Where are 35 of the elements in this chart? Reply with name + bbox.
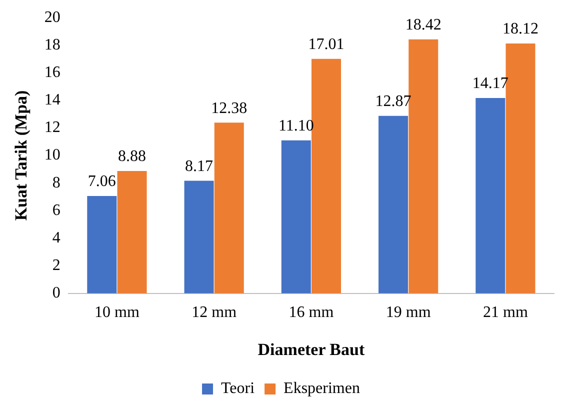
data-label: 8.17: [185, 158, 214, 175]
data-label: 18.42: [405, 16, 442, 34]
y-tick-label: 10: [44, 146, 60, 164]
x-tick-label: 10 mm: [94, 304, 140, 322]
bar: [214, 122, 244, 294]
legend-label: Eksperimen: [284, 380, 360, 398]
x-tick-label: 16 mm: [288, 304, 334, 322]
y-tick-label: 4: [52, 229, 60, 246]
y-tick-label: 12: [44, 119, 60, 136]
bar: [184, 180, 214, 294]
y-tick-label: 16: [44, 64, 60, 81]
y-tick-label: 20: [44, 8, 60, 26]
x-tick-label: 21 mm: [482, 304, 528, 322]
legend-label: Teori: [221, 380, 256, 398]
y-tick-label: 18: [44, 36, 60, 54]
data-label: 18.12: [502, 20, 538, 38]
bar: [87, 196, 117, 294]
x-tick-label: 12 mm: [192, 304, 238, 322]
data-label: 12.38: [211, 100, 248, 117]
x-tick-label: 19 mm: [386, 304, 432, 322]
y-tick-label: 6: [52, 202, 60, 219]
y-tick-label: 0: [52, 284, 60, 302]
bar: [117, 170, 147, 294]
bar: [281, 140, 311, 294]
bar: [312, 58, 342, 294]
y-tick-label: 14: [44, 92, 60, 109]
y-tick-label: 8: [52, 174, 60, 192]
y-tick-label: 2: [52, 257, 60, 274]
data-label: 17.01: [308, 36, 344, 54]
bar: [476, 98, 506, 294]
y-axis-title: Kuat Tarik (Mpa): [12, 90, 31, 221]
data-label: 8.88: [118, 148, 146, 166]
data-label: 7.06: [88, 173, 116, 190]
x-axis-title: Diameter Baut: [258, 340, 365, 360]
bar: [378, 116, 408, 294]
